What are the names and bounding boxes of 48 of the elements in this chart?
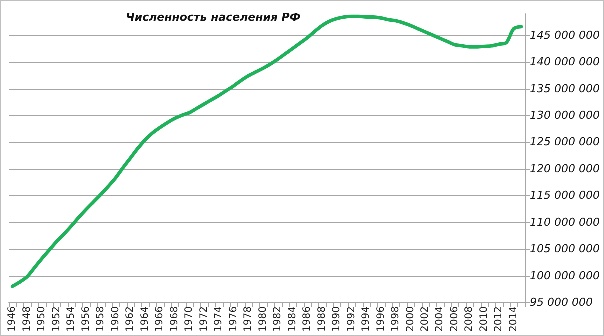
x-tick-label: 2000 — [405, 306, 416, 332]
x-tick-label: 1972 — [198, 306, 210, 332]
x-tick-label: 1968 — [169, 306, 180, 332]
x-tick-label: 2010 — [478, 306, 490, 332]
x-tick-label: 1954 — [66, 306, 78, 332]
x-tick-label: 1950 — [36, 306, 48, 332]
y-tick-label: 115 000 000 — [530, 189, 600, 202]
x-tick-label: 1994 — [361, 306, 372, 332]
x-tick-label: 1974 — [214, 306, 225, 332]
x-tick-label: 1964 — [140, 306, 151, 332]
x-tick-label: 2008 — [464, 306, 476, 332]
x-tick-label: 1996 — [376, 306, 387, 332]
line-series — [10, 14, 524, 288]
y-tick-label: 120 000 000 — [530, 162, 600, 176]
y-tick-label: 125 000 000 — [530, 136, 600, 149]
x-tick-label: 1990 — [332, 306, 343, 332]
x-tick-label: 1978 — [243, 306, 254, 332]
x-tick-label: 2014 — [508, 306, 520, 332]
y-tick-label: 140 000 000 — [530, 56, 600, 69]
x-tick-label: 1960 — [110, 306, 122, 332]
x-tick-label: 1966 — [154, 306, 166, 332]
y-tick-label: 95 000 000 — [530, 296, 594, 310]
x-tick-label: 1958 — [96, 306, 107, 332]
x-tick-label: 2002 — [420, 306, 431, 332]
y-tick-label: 130 000 000 — [530, 109, 600, 122]
y-tick-label: 135 000 000 — [530, 82, 600, 96]
x-tick-label: 1988 — [316, 306, 328, 332]
x-tick-label: 2006 — [449, 306, 460, 332]
x-tick-label: 1984 — [287, 306, 298, 332]
x-tick-label: 1962 — [125, 306, 136, 332]
x-tick-label: 1992 — [346, 306, 358, 332]
x-tick-label: 1948 — [22, 306, 33, 332]
x-tick-label: 2012 — [494, 306, 505, 332]
y-tick-label: 110 000 000 — [530, 216, 600, 229]
x-tick-label: 1956 — [80, 306, 92, 332]
chart-title: Численность населения РФ — [126, 11, 301, 24]
x-tick-label: 2004 — [434, 306, 446, 332]
y-tick-label: 105 000 000 — [530, 242, 600, 256]
y-tick-label: 145 000 000 — [530, 28, 600, 42]
x-tick-label: 1976 — [228, 306, 240, 332]
x-tick-label: 1946 — [7, 306, 18, 332]
x-tick-label: 1998 — [390, 306, 402, 332]
x-tick-label: 1952 — [51, 306, 62, 332]
x-tick-label: 1980 — [258, 306, 269, 332]
x-tick-label: 1970 — [184, 306, 196, 332]
x-tick-label: 1982 — [272, 306, 284, 332]
y-tick-label: 100 000 000 — [530, 269, 600, 282]
x-tick-label: 1986 — [302, 306, 314, 332]
